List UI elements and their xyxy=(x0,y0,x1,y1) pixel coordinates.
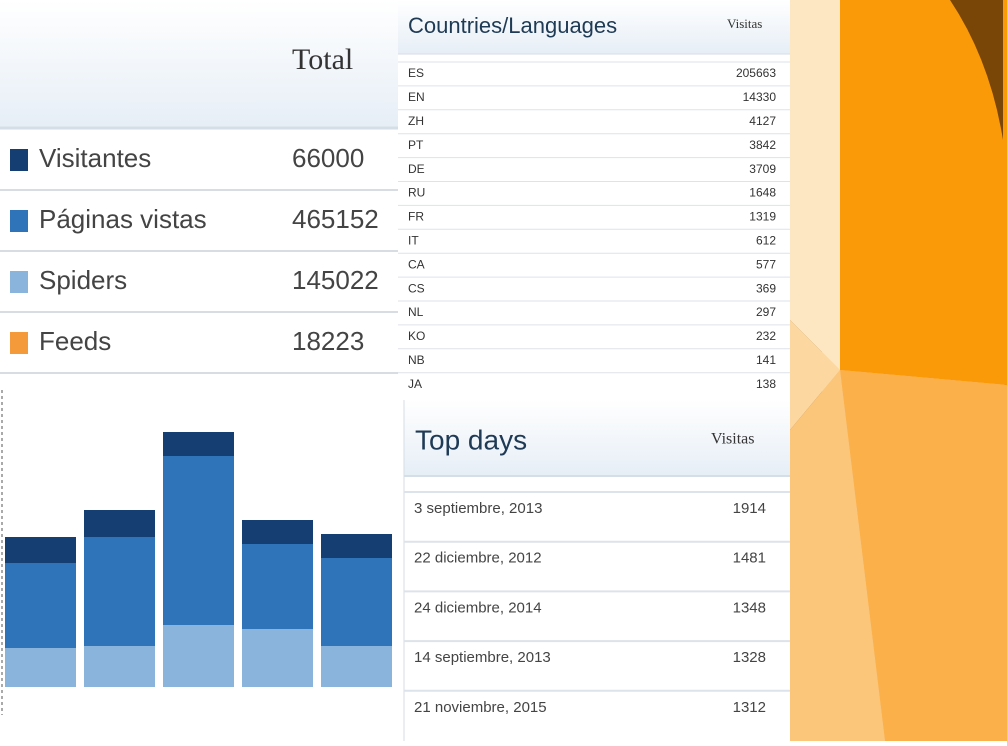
legend-swatch xyxy=(10,332,28,354)
legend-swatch xyxy=(10,271,28,293)
legend-swatch xyxy=(10,149,28,171)
country-code: JA xyxy=(408,377,422,391)
country-visits: 3842 xyxy=(749,138,776,152)
day-date: 3 septiembre, 2013 xyxy=(414,500,542,517)
day-date: 22 diciembre, 2012 xyxy=(414,550,542,567)
country-code: ES xyxy=(408,66,424,80)
country-code: IT xyxy=(408,233,419,247)
countries-title: Countries/Languages xyxy=(408,13,617,38)
bar-segment xyxy=(321,558,392,646)
country-code: PT xyxy=(408,138,424,152)
day-date: 14 septiembre, 2013 xyxy=(414,649,551,666)
row-label: Feeds xyxy=(39,326,111,356)
summary-header-bg xyxy=(0,0,398,128)
country-code: NB xyxy=(408,353,425,367)
country-visits: 369 xyxy=(756,281,776,295)
country-code: RU xyxy=(408,186,425,200)
bar-segment xyxy=(5,648,76,687)
country-code: DE xyxy=(408,162,425,176)
row-value: 145022 xyxy=(292,265,379,295)
country-visits: 297 xyxy=(756,305,776,319)
country-code: NL xyxy=(408,305,424,319)
day-visits: 1481 xyxy=(733,550,766,567)
pie-fragment xyxy=(790,0,1007,741)
row-label: Visitantes xyxy=(39,143,151,173)
countries-column: Visitas xyxy=(727,16,762,31)
country-code: FR xyxy=(408,210,424,224)
bar-segment xyxy=(84,537,155,646)
row-value: 18223 xyxy=(292,326,364,356)
days-header-bg xyxy=(404,400,790,476)
bar-segment xyxy=(242,520,313,544)
bar-segment xyxy=(163,456,234,625)
bar-segment xyxy=(163,625,234,687)
day-visits: 1312 xyxy=(733,699,766,716)
bar-segment xyxy=(242,544,313,629)
country-code: CS xyxy=(408,281,425,295)
day-visits: 1348 xyxy=(733,599,766,616)
country-code: EN xyxy=(408,90,425,104)
countries-header-bg xyxy=(398,0,790,54)
country-visits: 138 xyxy=(756,377,776,391)
country-visits: 232 xyxy=(756,329,776,343)
days-title: Top days xyxy=(415,424,527,455)
row-label: Spiders xyxy=(39,265,127,295)
bar-segment xyxy=(321,646,392,687)
summary-header: Total xyxy=(292,43,353,76)
country-code: KO xyxy=(408,329,425,343)
country-visits: 141 xyxy=(756,353,776,367)
country-visits: 14330 xyxy=(743,90,777,104)
day-visits: 1328 xyxy=(733,649,766,666)
bar-segment xyxy=(84,510,155,537)
day-visits: 1914 xyxy=(733,500,766,517)
country-visits: 577 xyxy=(756,257,776,271)
bar-segment xyxy=(5,563,76,648)
country-visits: 3709 xyxy=(749,162,776,176)
country-visits: 1648 xyxy=(749,186,776,200)
legend-swatch xyxy=(10,210,28,232)
day-date: 24 diciembre, 2014 xyxy=(414,599,542,616)
day-date: 21 noviembre, 2015 xyxy=(414,699,547,716)
country-visits: 205663 xyxy=(736,66,776,80)
bar-segment xyxy=(242,629,313,687)
bar-segment xyxy=(321,534,392,558)
days-column: Visitas xyxy=(711,431,754,448)
bar-segment xyxy=(5,537,76,563)
country-code: CA xyxy=(408,257,425,271)
row-value: 465152 xyxy=(292,204,379,234)
country-visits: 612 xyxy=(756,233,776,247)
country-code: ZH xyxy=(408,114,424,128)
bar-segment xyxy=(163,432,234,456)
country-visits: 1319 xyxy=(749,210,776,224)
row-label: Páginas vistas xyxy=(39,204,207,234)
row-value: 66000 xyxy=(292,143,364,173)
bar-segment xyxy=(84,646,155,687)
country-visits: 4127 xyxy=(749,114,776,128)
